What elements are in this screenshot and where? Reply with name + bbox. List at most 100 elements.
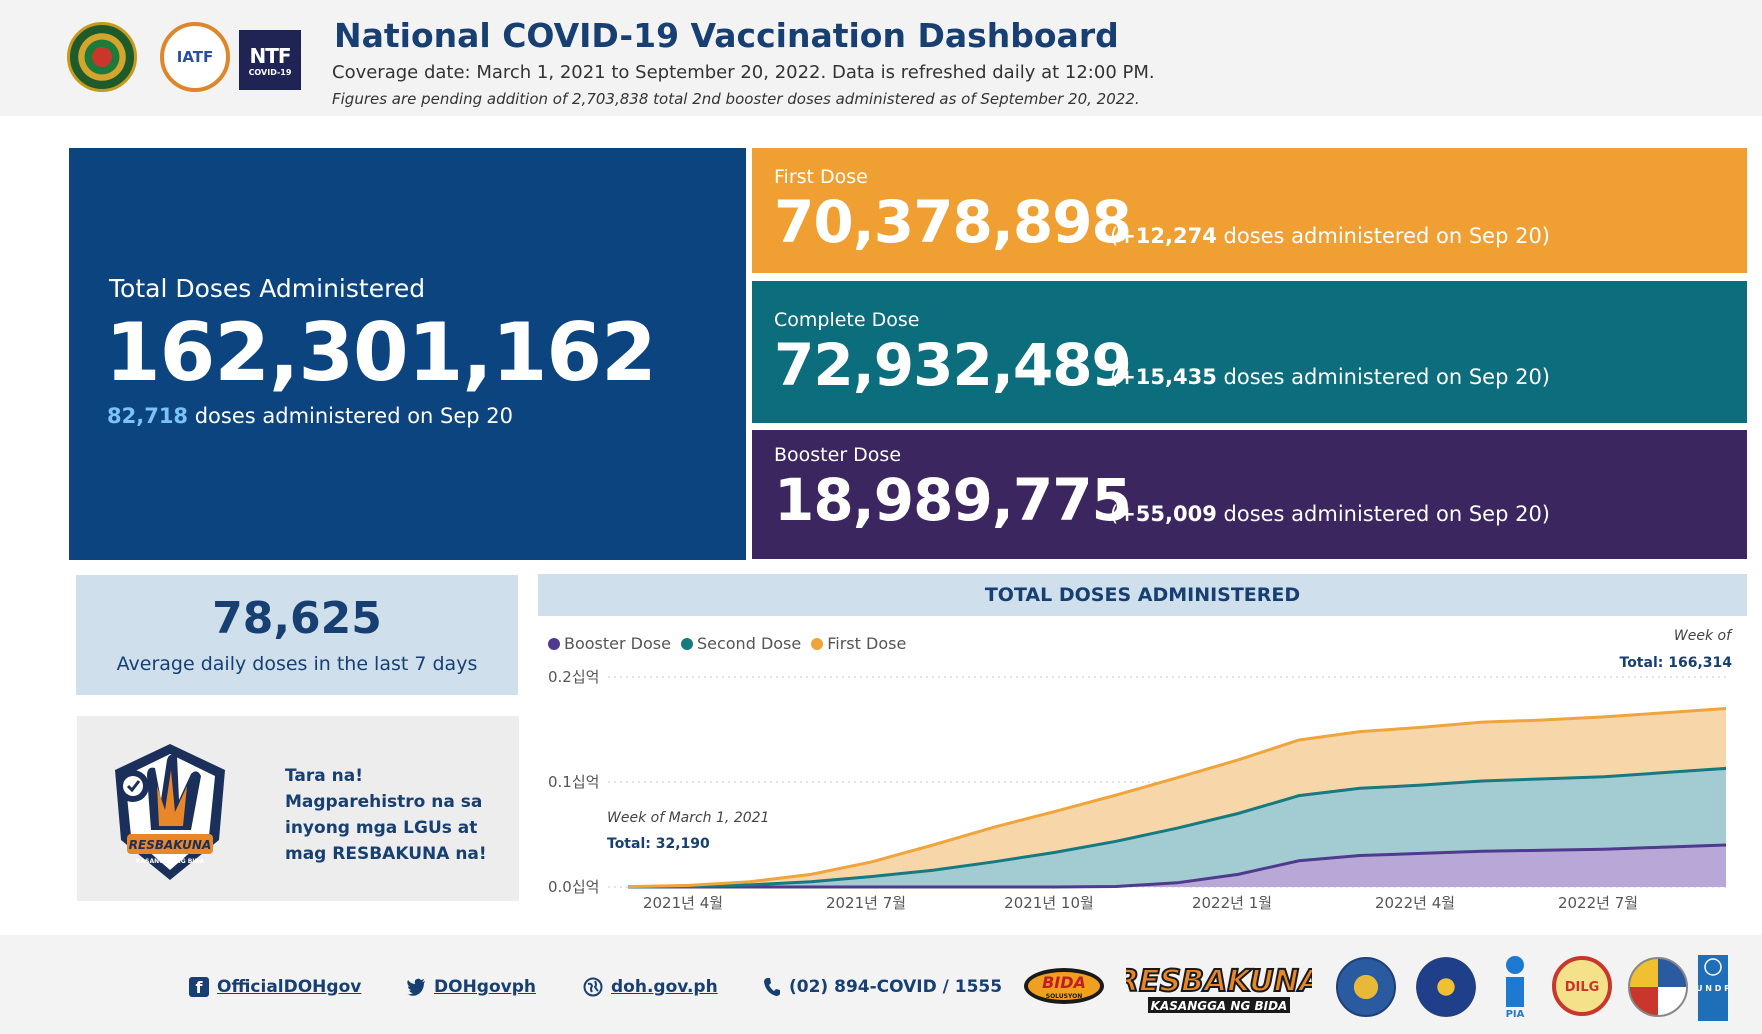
x-tick-label: 2021년 10월: [1004, 894, 1094, 912]
iatf-logo: IATF: [160, 22, 230, 92]
doses-area-chart[interactable]: 0.0십억 0.1십억 0.2십억 2021년 4월 2021년 7월 2021년 10월…: [538, 660, 1738, 920]
y-tick-label: 0.1십억: [548, 773, 599, 791]
ntf-logo: NTF COVID-19: [239, 30, 301, 90]
first-dose-inc-value: +12,274: [1118, 224, 1217, 248]
y-tick-label: 0.2십억: [548, 668, 599, 686]
legend-dot-booster: [548, 637, 560, 650]
pia-logo-text: PIA: [1506, 1009, 1525, 1020]
dilg-logo: DILG: [1552, 956, 1612, 1016]
total-daily-value: 82,718: [107, 404, 189, 428]
pending-note: Figures are pending addition of 2,703,83…: [332, 90, 1140, 108]
website-link-text[interactable]: doh.gov.ph: [611, 977, 718, 997]
legend-label-second: Second Dose: [696, 634, 802, 653]
average-daily-value: 78,625: [212, 593, 382, 644]
legend-label-first: First Dose: [827, 634, 907, 653]
line-second-dose: [627, 766, 1727, 889]
legend-item-second[interactable]: Second Dose: [680, 634, 802, 653]
booster-dose-inc-value: +55,009: [1118, 502, 1217, 526]
booster-dose-label: Booster Dose: [774, 444, 902, 466]
booster-dose-inc-prefix: (: [1110, 502, 1119, 526]
total-doses-label: Total Doses Administered: [109, 274, 426, 303]
complete-dose-label: Complete Dose: [774, 309, 920, 331]
area-booster-dose[interactable]: [628, 845, 1726, 887]
phone-link-text[interactable]: (02) 894-COVID / 1555: [789, 977, 1003, 997]
header: IATF NTF COVID-19 National COVID-19 Vacc…: [0, 0, 1762, 116]
area-first-dose[interactable]: [628, 708, 1726, 888]
total-doses-value: 162,301,162: [105, 306, 657, 399]
booster-dose-card: Booster Dose 18,989,775 (+55,009 doses a…: [752, 430, 1747, 559]
chart-title: TOTAL DOSES ADMINISTERED: [984, 584, 1301, 606]
twitter-icon: [407, 978, 425, 996]
chart-header: TOTAL DOSES ADMINISTERED: [538, 574, 1747, 616]
complete-dose-inc-prefix: (: [1110, 365, 1119, 389]
complete-dose-inc-value: +15,435: [1118, 365, 1217, 389]
x-tick-label: 2022년 4월: [1375, 894, 1455, 912]
badge-tag-text: KASANGGA NG BIDA: [136, 858, 205, 865]
booster-dose-increment: (+55,009 doses administered on Sep 20): [1110, 502, 1550, 526]
resbakuna-logo-tag: KASANGGA NG BIDA: [1151, 999, 1288, 1013]
first-dose-card: First Dose 70,378,898 (+12,274 doses adm…: [752, 148, 1747, 273]
doh-logo: [67, 22, 137, 92]
dilg-logo-text: DILG: [1565, 980, 1600, 995]
total-daily-suffix: doses administered on Sep 20: [188, 404, 514, 428]
ntf-logo-subtext: COVID-19: [248, 67, 292, 77]
line-first-dose: [627, 707, 1727, 889]
y-tick-label: 0.0십억: [548, 878, 599, 896]
page-title: National COVID-19 Vaccination Dashboard: [334, 16, 1119, 55]
badge-brand-text: RESBAKUNA: [129, 838, 211, 852]
phone-icon: [764, 978, 780, 996]
first-dose-value: 70,378,898: [774, 188, 1132, 256]
legend-label-booster: Booster Dose: [564, 634, 671, 653]
website-link[interactable]: doh.gov.ph: [583, 977, 718, 997]
x-tick-label: 2022년 7월: [1558, 894, 1638, 912]
area-second-dose[interactable]: [628, 768, 1726, 887]
first-dose-increment: (+12,274 doses administered on Sep 20): [1110, 224, 1550, 248]
footer: f OfficialDOHgov DOHgovph doh.gov.ph (02…: [0, 935, 1762, 1034]
pcoo-seal: [1336, 957, 1396, 1017]
globe-icon: [583, 977, 603, 997]
bida-logo-text: BIDA: [1042, 973, 1086, 992]
resbakuna-badge-icon: RESBAKUNA KASANGGA NG BIDA: [115, 744, 225, 880]
undp-logo: U N D P: [1698, 955, 1728, 1021]
agency-seal: [1628, 957, 1688, 1017]
chart-legend: Booster Dose Second Dose First Dose: [548, 634, 906, 653]
legend-item-first[interactable]: First Dose: [811, 634, 906, 653]
tooltip-total-right: Total: 166,314: [1619, 655, 1733, 671]
legend-dot-first: [811, 637, 824, 650]
tooltip-week-right: Week of: [1673, 628, 1731, 644]
government-seal: [1416, 957, 1476, 1017]
undp-logo-text: U N D P: [1698, 984, 1728, 993]
twitter-link[interactable]: DOHgovph: [406, 977, 536, 997]
facebook-link-text[interactable]: OfficialDOHgov: [217, 977, 362, 997]
complete-dose-card: Complete Dose 72,932,489 (+15,435 doses …: [752, 281, 1747, 423]
total-doses-card: Total Doses Administered 162,301,162 82,…: [69, 148, 746, 560]
x-tick-label: 2021년 7월: [826, 894, 906, 912]
legend-item-booster[interactable]: Booster Dose: [548, 634, 671, 653]
first-dose-inc-suffix: doses administered on Sep 20): [1216, 224, 1551, 248]
resbakuna-logo: RESBAKUNA KASANGGA NG BIDA: [1126, 963, 1312, 1013]
x-tick-label: 2022년 1월: [1192, 894, 1272, 912]
first-dose-inc-prefix: (: [1110, 224, 1119, 248]
complete-dose-inc-suffix: doses administered on Sep 20): [1216, 365, 1551, 389]
facebook-link[interactable]: f OfficialDOHgov: [189, 977, 361, 997]
phone-link[interactable]: (02) 894-COVID / 1555: [763, 977, 1002, 997]
legend-dot-second: [680, 637, 693, 650]
tooltip-total-left: Total: 32,190: [607, 836, 710, 852]
total-daily-doses: 82,718 doses administered on Sep 20: [107, 404, 513, 428]
ntf-logo-text: NTF: [249, 43, 291, 68]
resbakuna-promo-card: RESBAKUNA KASANGGA NG BIDA Tara na! Magp…: [77, 716, 519, 901]
tooltip-week-left: Week of March 1, 2021: [607, 810, 770, 826]
twitter-link-text[interactable]: DOHgovph: [434, 977, 536, 997]
pia-logo: PIA: [1506, 956, 1525, 1020]
complete-dose-increment: (+15,435 doses administered on Sep 20): [1110, 365, 1550, 389]
booster-dose-inc-suffix: doses administered on Sep 20): [1216, 502, 1551, 526]
x-tick-label: 2021년 4월: [643, 894, 723, 912]
average-daily-card: 78,625 Average daily doses in the last 7…: [76, 575, 518, 695]
booster-dose-value: 18,989,775: [774, 466, 1132, 534]
bida-logo-subtext: SOLUSYON: [1046, 993, 1082, 1000]
promo-text: Tara na! Magparehistro na sa inyong mga …: [285, 766, 487, 864]
coverage-date: Coverage date: March 1, 2021 to Septembe…: [332, 62, 1155, 83]
first-dose-label: First Dose: [774, 166, 868, 188]
complete-dose-value: 72,932,489: [774, 331, 1132, 399]
